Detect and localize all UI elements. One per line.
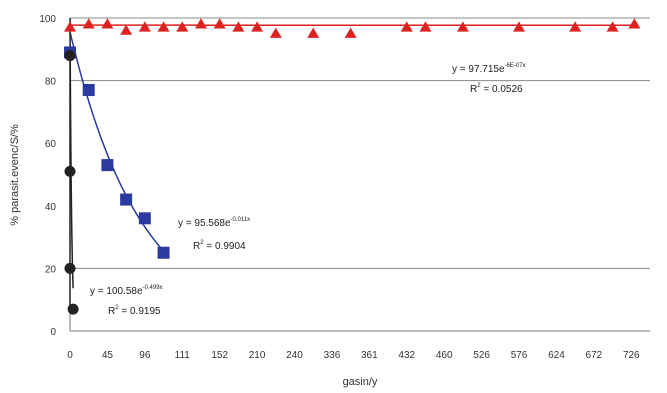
- data-point-circle: [67, 303, 79, 315]
- data-point-triangle: [569, 21, 582, 32]
- data-point-triangle: [157, 21, 170, 32]
- x-tick-label: 111: [175, 350, 191, 361]
- x-tick-label: 336: [324, 350, 341, 361]
- trendlines: [69, 17, 635, 310]
- data-point-triangle: [64, 21, 76, 32]
- data-point-triangle: [120, 24, 133, 35]
- data-point-triangle: [344, 27, 357, 38]
- y-tick-label: 0: [50, 327, 56, 338]
- data-point-triangle: [456, 21, 469, 32]
- y-axis-title: % parasit.evenc/S/%: [9, 124, 21, 226]
- data-point-triangle: [513, 21, 526, 32]
- data-point-triangle: [606, 21, 619, 32]
- x-tick-label: 240: [286, 350, 303, 361]
- x-tick-label: 460: [436, 350, 453, 361]
- y-tick-label: 40: [45, 202, 57, 213]
- r2-black: R2 = 0.9195: [108, 305, 161, 317]
- x-tick-label: 576: [511, 350, 528, 361]
- y-tick-labels: 0 20 40 60 80 100: [39, 14, 56, 338]
- equation-red: y = 97.715e-6E-07x: [452, 63, 526, 75]
- data-point-circle: [64, 262, 76, 274]
- x-tick-label: 726: [623, 350, 640, 361]
- x-tick-labels: 0 45 96 111 152 210 240 336 361 432 460 526 576 624 67…: [67, 350, 640, 361]
- r2-blue: R2 = 0.9904: [193, 240, 246, 252]
- x-tick-label: 672: [586, 350, 603, 361]
- x-tick-label: 0: [67, 350, 73, 361]
- data-point-square: [157, 246, 170, 259]
- y-tick-label: 60: [45, 139, 57, 150]
- data-point-circle: [64, 165, 76, 177]
- data-point-triangle: [138, 21, 151, 32]
- data-point-triangle: [232, 21, 245, 32]
- x-tick-label: 152: [211, 350, 228, 361]
- data-point-triangle: [400, 21, 413, 32]
- data-point-triangle: [176, 21, 189, 32]
- gridlines: [70, 17, 650, 269]
- data-point-triangle: [82, 18, 95, 29]
- y-tick-label: 100: [39, 14, 56, 25]
- x-axis-title: gasin/y: [343, 376, 378, 388]
- data-point-square: [138, 212, 151, 225]
- data-point-triangle: [269, 27, 282, 38]
- data-point-triangle: [307, 27, 320, 38]
- x-tick-label: 624: [548, 350, 565, 361]
- x-tick-label: 432: [398, 350, 415, 361]
- r2-red: R2 = 0.0526: [470, 83, 523, 95]
- data-point-triangle: [628, 18, 641, 29]
- data-point-square: [101, 159, 114, 172]
- x-tick-label: 96: [139, 350, 151, 361]
- data-point-triangle: [419, 21, 432, 32]
- equation-blue: y = 95.568e-0.011x: [178, 217, 250, 229]
- x-tick-label: 361: [361, 350, 378, 361]
- x-tick-label: 526: [473, 350, 490, 361]
- data-point-square: [120, 193, 133, 206]
- data-point-triangle: [194, 18, 207, 29]
- fit-equations: y = 97.715e-6E-07x R2 = 0.0526 y = 95.56…: [90, 63, 526, 317]
- data-point-square: [82, 83, 95, 96]
- data-point-circle: [64, 50, 76, 62]
- data-point-triangle: [101, 18, 114, 29]
- equation-black: y = 100.58e-0.499x: [90, 285, 163, 297]
- data-points: [64, 18, 641, 315]
- x-tick-label: 210: [249, 350, 266, 361]
- y-tick-label: 20: [45, 264, 57, 275]
- data-point-triangle: [251, 21, 264, 32]
- data-point-triangle: [213, 18, 226, 29]
- y-tick-label: 80: [45, 77, 57, 88]
- x-tick-label: 45: [102, 350, 114, 361]
